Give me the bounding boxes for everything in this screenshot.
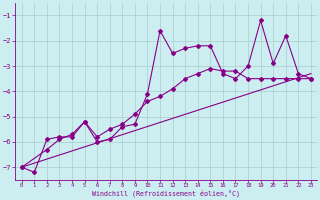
X-axis label: Windchill (Refroidissement éolien,°C): Windchill (Refroidissement éolien,°C) [92, 190, 240, 197]
